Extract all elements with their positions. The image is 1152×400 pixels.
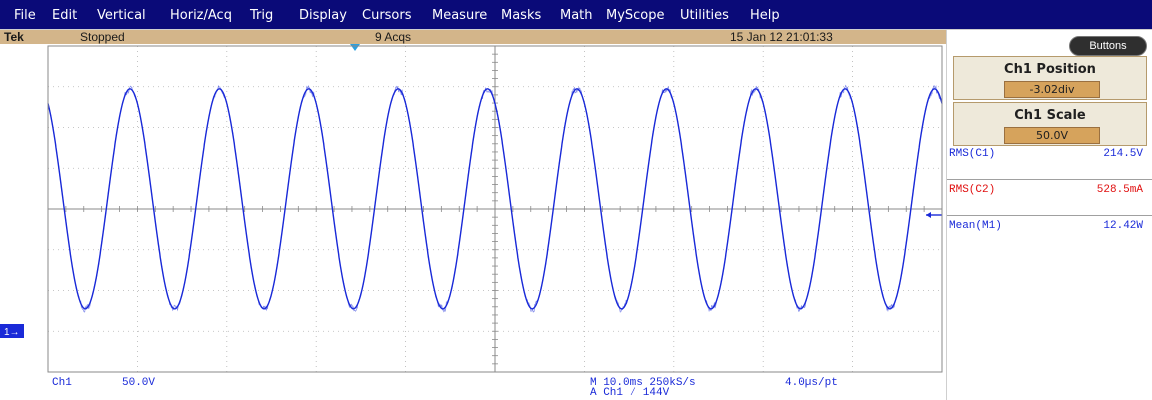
ch1-position-control[interactable]: Ch1 Position -3.02div [953, 56, 1147, 100]
graticule-axes [47, 45, 943, 373]
trigger-position-marker[interactable] [350, 44, 360, 51]
menu-trig[interactable]: Trig [250, 8, 274, 23]
rms-c2-value: 528.5mA [1096, 184, 1143, 196]
measurement-rms-c1[interactable]: RMS(C1) 214.5V [947, 144, 1152, 180]
menu-file[interactable]: File [14, 8, 36, 23]
timestamp: 15 Jan 12 21:01:33 [730, 30, 833, 44]
mean-m1-value: 12.42W [1103, 220, 1143, 232]
ch1-position-value[interactable]: -3.02div [1004, 81, 1100, 98]
menu-masks[interactable]: Masks [501, 8, 542, 23]
bottom-readout: Ch1 50.0V M 10.0ms 250kS/s 4.0µs/pt A Ch… [0, 376, 946, 400]
ch1-scale-control[interactable]: Ch1 Scale 50.0V [953, 102, 1147, 146]
rms-c2-label: RMS(C2) [949, 184, 996, 196]
ch1-scale-title: Ch1 Scale [1014, 108, 1086, 123]
menu-edit[interactable]: Edit [52, 8, 78, 23]
mean-m1-label: Mean(M1) [949, 220, 1002, 232]
horizontal-readout[interactable]: M 10.0ms 250kS/s [590, 377, 696, 389]
trigger-level-marker[interactable] [926, 212, 942, 218]
ch1-waveform-noise [47, 84, 943, 313]
channel-label[interactable]: Ch1 [52, 377, 72, 389]
measurement-rms-c2[interactable]: RMS(C2) 528.5mA [947, 180, 1152, 216]
menu-math[interactable]: Math [560, 8, 593, 23]
rms-c1-label: RMS(C1) [949, 148, 996, 160]
menu-help[interactable]: Help [750, 8, 780, 23]
measurement-mean-m1[interactable]: Mean(M1) 12.42W [947, 216, 1152, 252]
menu-utilities[interactable]: Utilities [680, 8, 729, 23]
volts-per-div[interactable]: 50.0V [122, 377, 156, 389]
side-panel: Buttons Ch1 Position -3.02div Ch1 Scale … [946, 30, 1152, 400]
brand-label: Tek [4, 30, 24, 44]
ch1-ground-marker[interactable]: 1→ [0, 324, 24, 338]
menu-vertical[interactable]: Vertical [97, 8, 146, 23]
buttons-toggle-button[interactable]: Buttons [1069, 36, 1147, 56]
ch1-position-title: Ch1 Position [1004, 62, 1096, 77]
menu-display[interactable]: Display [299, 8, 347, 23]
menu-horiz-acq[interactable]: Horiz/Acq [170, 8, 232, 23]
menu-myscope[interactable]: MyScope [606, 8, 665, 23]
ch1-scale-value[interactable]: 50.0V [1004, 127, 1100, 144]
menu-measure[interactable]: Measure [432, 8, 488, 23]
waveform-display[interactable]: 1→ [0, 44, 946, 376]
rms-c1-value: 214.5V [1103, 148, 1143, 160]
graticule-grid [48, 46, 942, 372]
status-bar: Tek Stopped 9 Acqs 15 Jan 12 21:01:33 [0, 30, 946, 44]
resolution-readout: 4.0µs/pt [785, 377, 838, 389]
menu-bar: File Edit Vertical Horiz/Acq Trig Displa… [0, 0, 1152, 30]
svg-text:1→: 1→ [4, 327, 20, 338]
acq-count: 9 Acqs [375, 30, 412, 44]
menu-cursors[interactable]: Cursors [362, 8, 412, 23]
run-state: Stopped [80, 30, 125, 44]
trigger-readout[interactable]: A Ch1 ⁄ 144V [590, 387, 670, 399]
